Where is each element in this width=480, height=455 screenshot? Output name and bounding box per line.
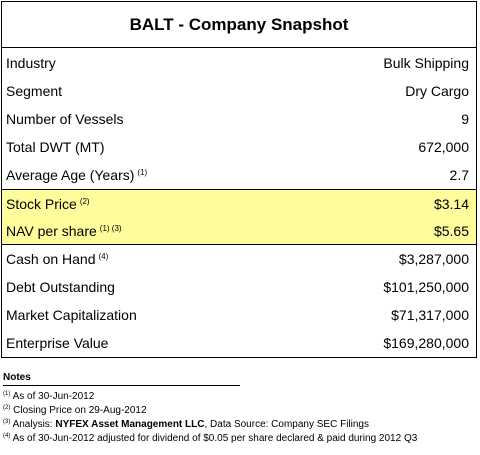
financials-group: Cash on Hand (4) $3,287,000 Debt Outstand…	[2, 245, 476, 357]
row-label: NAV per share	[6, 222, 97, 239]
row-label: Industry	[6, 55, 56, 71]
row-value: 672,000	[418, 139, 469, 155]
row-value: Bulk Shipping	[383, 55, 469, 71]
footnote-ref: (1) (3)	[99, 223, 122, 233]
row-label: Enterprise Value	[6, 335, 109, 351]
row-label: Stock Price	[6, 195, 77, 212]
highlighted-valuation-group: Stock Price (2) $3.14 NAV per share (1) (3…	[2, 189, 476, 245]
row-value: $3,287,000	[398, 251, 469, 267]
table-row-total-dwt: Total DWT (MT) 672,000	[2, 133, 476, 161]
note-ref: (3)	[3, 419, 11, 425]
table-row-stock-price: Stock Price (2) $3.14	[2, 190, 476, 217]
row-label: Segment	[6, 83, 63, 99]
note-ref: (4)	[3, 433, 11, 439]
note-text: As of 30-Jun-2012	[10, 391, 95, 402]
row-value: $71,317,000	[391, 307, 469, 323]
note-ref: (2)	[3, 405, 11, 411]
row-value: $169,280,000	[383, 335, 469, 351]
note-text: Closing Price on 29-Aug-2012	[10, 405, 147, 416]
note-text: Analysis:	[10, 419, 56, 430]
table-row-segment: Segment Dry Cargo	[2, 77, 476, 105]
footnote-ref: (2)	[79, 196, 90, 206]
note-item: (2) Closing Price on 29-Aug-2012	[3, 401, 479, 416]
table-row-enterprise-value: Enterprise Value $169,280,000	[2, 329, 476, 357]
row-value: 9	[461, 111, 469, 127]
row-value: 2.7	[449, 167, 469, 183]
note-text: As of 30-Jun-2012 adjusted for dividend …	[10, 433, 418, 444]
footnote-ref: (1)	[137, 168, 148, 177]
row-label: Average Age (Years)	[6, 167, 135, 183]
company-info-group: Industry Bulk Shipping Segment Dry Cargo…	[2, 48, 476, 189]
note-bold-text: NYFEX Asset Management LLC	[55, 419, 205, 430]
row-label: Total DWT (MT)	[6, 139, 105, 155]
table-title: BALT - Company Snapshot	[2, 2, 476, 48]
note-item: (4) As of 30-Jun-2012 adjusted for divid…	[3, 429, 479, 444]
row-label: Market Capitalization	[6, 307, 137, 323]
footnote-ref: (4)	[98, 252, 109, 261]
note-item: (1) As of 30-Jun-2012	[3, 387, 479, 402]
row-label: Cash on Hand	[6, 251, 96, 267]
table-row-industry: Industry Bulk Shipping	[2, 49, 476, 77]
row-label: Number of Vessels	[6, 111, 124, 127]
table-row-market-capitalization: Market Capitalization $71,317,000	[2, 301, 476, 329]
notes-section: Notes (1) As of 30-Jun-2012 (2) Closing …	[3, 372, 479, 444]
note-ref: (1)	[3, 391, 11, 397]
table-row-cash-on-hand: Cash on Hand (4) $3,287,000	[2, 245, 476, 273]
company-snapshot-table: BALT - Company Snapshot Industry Bulk Sh…	[1, 1, 477, 358]
note-text-suffix: , Data Source: Company SEC Filings	[204, 419, 369, 430]
note-item: (3) Analysis: NYFEX Asset Management LLC…	[3, 415, 479, 430]
table-row-average-age: Average Age (Years) (1) 2.7	[2, 161, 476, 189]
row-value: $5.65	[433, 222, 469, 239]
row-label: Debt Outstanding	[6, 279, 115, 295]
notes-title: Notes	[3, 372, 240, 386]
table-row-number-of-vessels: Number of Vessels 9	[2, 105, 476, 133]
table-row-nav-per-share: NAV per share (1) (3) $5.65	[2, 217, 476, 244]
row-value: $3.14	[433, 195, 469, 212]
table-row-debt-outstanding: Debt Outstanding $101,250,000	[2, 273, 476, 301]
row-value: $101,250,000	[383, 279, 469, 295]
row-value: Dry Cargo	[405, 83, 469, 99]
